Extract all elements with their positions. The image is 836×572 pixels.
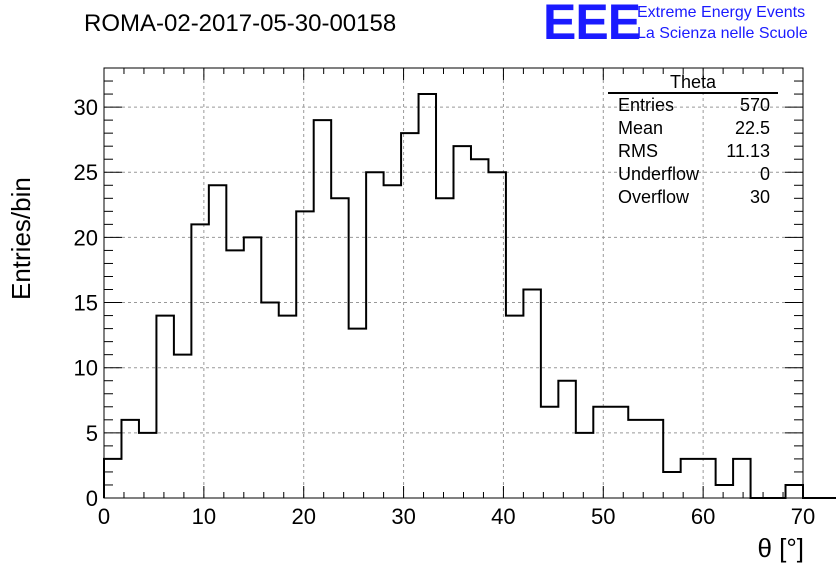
stats-value: 0 [759, 164, 770, 184]
y-tick-label: 20 [74, 225, 98, 250]
x-tick-label: 40 [491, 504, 515, 529]
x-tick-label: 60 [691, 504, 715, 529]
stats-row: Entries 570 [608, 94, 778, 117]
stats-label: Underflow [618, 164, 700, 184]
histogram-line [103, 93, 836, 499]
logo-text: Extreme Energy Events La Scienza nelle S… [637, 2, 808, 44]
stats-value: 30 [749, 187, 770, 207]
stats-row: Mean 22.5 [608, 117, 778, 140]
stats-title: Theta [608, 72, 778, 94]
x-tick-label: 30 [391, 504, 415, 529]
plot-frame [103, 67, 804, 499]
y-tick-label: 30 [74, 95, 98, 120]
y-tick-label: 5 [86, 421, 98, 446]
y-axis-label: Entries/bin [6, 177, 36, 300]
chart-title: ROMA-02-2017-05-30-00158 [84, 10, 397, 37]
x-tick-label: 70 [791, 504, 815, 529]
stats-value: 22.5 [734, 118, 770, 138]
stats-label: RMS [618, 141, 658, 161]
stats-row: RMS 11.13 [608, 140, 778, 163]
stats-row: Overflow 30 [608, 186, 778, 209]
logo-line-1: Extreme Energy Events [637, 4, 806, 21]
axis-ticks [103, 67, 804, 499]
eee-logo: EEE [543, 0, 641, 50]
y-tick-label: 10 [74, 356, 98, 381]
stats-label: Entries [618, 95, 675, 115]
x-tick-label: 20 [291, 504, 315, 529]
x-tick-label: 0 [98, 504, 110, 529]
y-tick-label: 25 [74, 160, 98, 185]
tick-labels: 0 10 20 30 40 50 60 70 0 5 10 15 20 25 30 [74, 95, 816, 529]
stats-box: Theta Entries 570 Mean 22.5 RMS 11.13 Under… [608, 72, 778, 209]
y-tick-label: 15 [74, 291, 98, 316]
stats-value: 11.13 [726, 141, 770, 161]
stats-row: Underflow 0 [608, 163, 778, 186]
x-tick-label: 10 [192, 504, 216, 529]
logo-line-2: La Scienza nelle Scuole [637, 25, 808, 42]
x-axis-label: θ [°] [757, 533, 804, 563]
stats-label: Overflow [618, 187, 690, 207]
y-tick-label: 0 [86, 486, 98, 511]
x-tick-label: 50 [591, 504, 615, 529]
stats-value: 570 [739, 95, 770, 115]
stats-label: Mean [618, 118, 664, 138]
